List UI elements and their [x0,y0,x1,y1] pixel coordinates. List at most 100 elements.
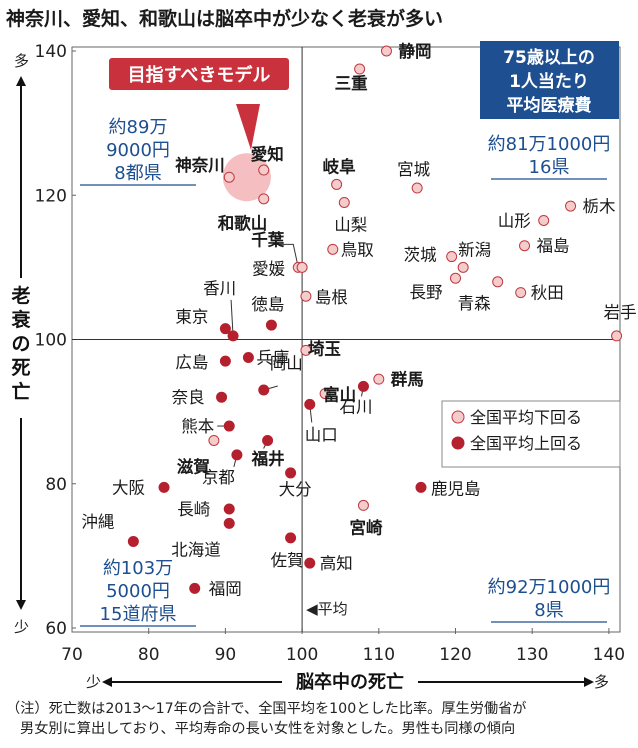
cost-header-line: 平均医療費 [507,95,592,116]
point-label: 京都 [202,468,235,487]
legend-label-below: 全国平均下回る [470,408,582,427]
data-point-京都 [231,449,243,461]
x-tick-label: 70 [61,645,83,665]
y-arrow-down-head [16,600,26,610]
y-arrow-up-head [16,76,26,86]
point-label: 静岡 [398,41,431,61]
data-point-群馬 [373,373,385,385]
data-point-福島 [519,240,531,252]
q-lower-right-line: 8県 [534,600,563,621]
point-label: 山口 [305,425,338,444]
data-point-石川 [357,380,369,392]
q-upper-right-line: 約81万1000円 [488,134,611,155]
y-tick-label: 60 [45,619,67,639]
point-label: 長崎 [177,500,210,519]
data-point-宮崎 [357,499,369,511]
point-label: 長野 [410,283,443,302]
cost-header-box [480,41,619,119]
point-label: 福島 [537,237,570,256]
point-label: 島根 [315,288,348,307]
data-point-沖縄 [127,535,139,547]
point-label: 和歌山 [218,213,268,233]
y-axis-title-char: 老 [11,284,30,307]
data-point-神奈川 [223,171,235,183]
point-label: 大分 [279,480,312,499]
q-upper-left-line: 8都県 [114,163,161,184]
data-point-愛媛 [296,261,308,273]
point-label: 埼玉 [308,338,341,358]
data-point-和歌山 [258,193,270,205]
data-point-奈良 [216,391,228,403]
data-point-山口 [304,398,316,410]
point-label: 広島 [175,353,208,372]
average-label: ◀平均 [306,600,348,618]
point-label: 青森 [458,294,492,313]
axis-titles: 少多脳卒中の死亡多少老衰の死亡 [10,52,609,693]
data-point-岡山 [258,384,270,396]
leader-line [274,243,299,268]
q-lower-left-line: 15道府県 [100,604,177,625]
point-label: 沖縄 [81,512,114,531]
footnote-line-2: 男女別に算出しており、平均寿命の長い女性を対象とした。男性も同様の傾向 [20,721,516,737]
y-axis-title-char: の [11,333,30,355]
point-label: 大阪 [112,478,145,497]
x-axis-title: 脳卒中の死亡 [296,671,404,693]
point-label: 山形 [498,211,531,230]
point-label: 福岡 [209,579,242,598]
point-label: 栃木 [583,197,616,216]
data-point-茨城 [446,251,458,263]
y-tick-label: 80 [45,475,67,495]
model-highlight-circle [222,153,271,202]
data-point-鹿児島 [415,481,427,493]
point-label: 三重 [335,73,368,93]
leader-line [230,299,234,336]
data-point-秋田 [515,287,527,299]
data-point-愛知 [258,164,270,176]
point-label: 宮城 [397,160,430,179]
data-point-鳥取 [327,243,339,255]
point-label: 東京 [175,308,208,327]
point-label: 佐賀 [271,551,304,570]
data-point-島根 [300,290,312,302]
data-point-富山 [319,388,331,400]
point-label: 富山 [323,385,356,405]
point-label: 鳥取 [341,240,374,259]
point-label: 鹿児島 [431,479,481,498]
point-label: 新潟 [458,240,491,259]
data-point-香川 [227,330,239,342]
data-point-宮城 [411,182,423,194]
legend-marker-below [451,410,465,424]
y-axis-title-char: 死 [11,357,30,379]
point-label: 群馬 [391,369,424,389]
x-tick-label: 120 [439,645,471,665]
point-label: 香川 [203,279,236,298]
y-tick-label: 120 [35,186,67,206]
point-label: 岐阜 [323,156,356,176]
x-arrow-left-head [102,677,112,687]
data-point-青森 [492,276,504,288]
q-upper-right-line: 16県 [529,157,570,178]
x-tick-label: 90 [215,645,237,665]
data-point-三重 [354,63,366,75]
point-label: 千葉 [251,229,285,249]
point-label: 愛知 [251,144,284,164]
y-axis-title-char: 亡 [11,380,30,403]
point-label: 神奈川 [175,155,225,175]
legend-box [441,400,621,468]
x-tick-label: 100 [286,645,318,665]
point-label: 岡山 [270,354,303,373]
point-label: 兵庫 [256,349,289,368]
data-point-埼玉 [300,344,312,356]
data-point-岐阜 [331,178,343,190]
data-point-高知 [304,557,316,569]
point-label: 山梨 [334,215,367,234]
model-highlight: 目指すべきモデル [109,58,289,202]
point-label: 茨城 [404,246,437,265]
data-point-山梨 [338,196,350,208]
data-point-栃木 [565,200,577,212]
point-label: 滋賀 [177,456,211,476]
q-upper-left-line: 約89万 [109,117,168,138]
callout-box [109,58,289,90]
